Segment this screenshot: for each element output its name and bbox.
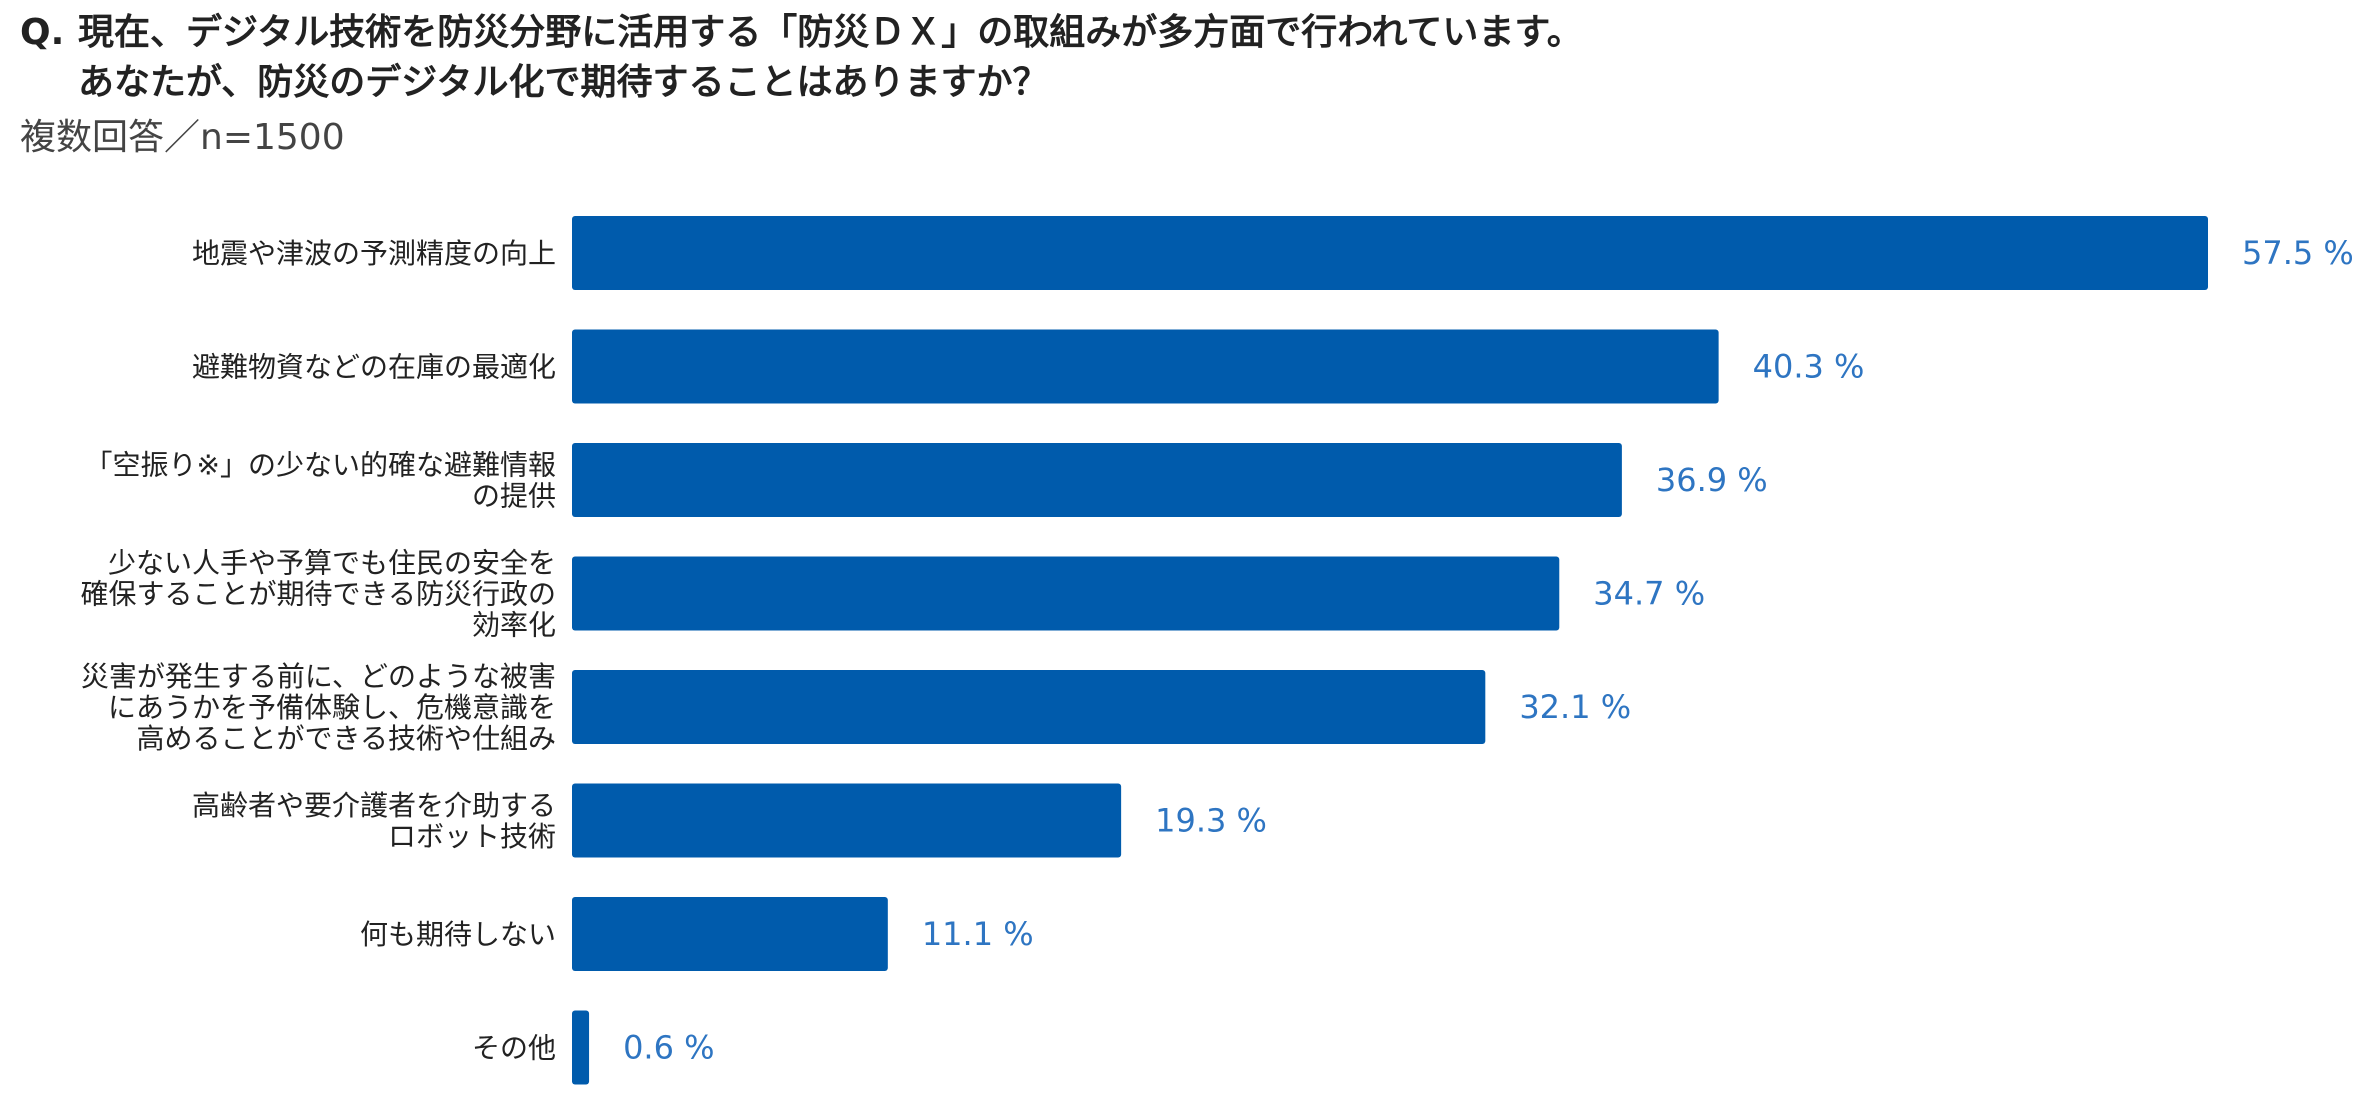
category-label: その他	[472, 1032, 556, 1065]
value-label: 57.5 %	[2242, 234, 2354, 272]
chart-subtitle: 複数回答／n=1500	[20, 117, 345, 158]
category-label: 避難物資などの在庫の最適化	[192, 351, 556, 384]
category-label-line: 地震や津波の予測精度の向上	[192, 237, 556, 270]
bar	[572, 1010, 590, 1085]
category-label-line: その他	[472, 1032, 556, 1065]
question: Q. 現在、デジタル技術を防災分野に活用する「防災ＤＸ」の取組みが多方面で行われて…	[20, 8, 1583, 108]
value-label: 11.1 %	[922, 915, 1034, 953]
category-label-line: 避難物資などの在庫の最適化	[192, 351, 556, 384]
category-label: 災害が発生する前に、どのような被害にあうかを予備体験し、危機意識を高めることがで…	[81, 660, 556, 755]
bar	[572, 329, 1719, 404]
category-label: 地震や津波の予測精度の向上	[192, 237, 556, 270]
category-label-line: 少ない人手や予算でも住民の安全を	[108, 547, 556, 580]
value-label: 34.7 %	[1593, 575, 1705, 613]
bar	[572, 216, 2208, 290]
category-label-line: 災害が発生する前に、どのような被害	[81, 660, 556, 693]
category-label-line: 効率化	[472, 609, 556, 642]
bar	[572, 443, 1622, 517]
category-label: 「空振り※」の少ない的確な避難情報の提供	[85, 449, 556, 513]
value-label: 36.9 %	[1656, 461, 1768, 499]
bar	[572, 670, 1486, 744]
value-label: 40.3 %	[1753, 348, 1865, 386]
category-label: 少ない人手や予算でも住民の安全を確保することが期待できる防災行政の効率化	[81, 547, 556, 642]
category-label-line: 「空振り※」の少ない的確な避難情報	[85, 449, 556, 482]
category-label-line: の提供	[472, 480, 556, 513]
question-line-1: Q. 現在、デジタル技術を防災分野に活用する「防災ＤＸ」の取組みが多方面で行われて…	[20, 8, 1583, 58]
value-label: 32.1 %	[1519, 688, 1631, 726]
category-label: 何も期待しない	[360, 918, 556, 951]
question-prefix: Q.	[20, 12, 65, 53]
bar	[572, 897, 888, 971]
category-label-line: 高齢者や要介護者を介助する	[192, 789, 556, 822]
question-text-1: 現在、デジタル技術を防災分野に活用する「防災ＤＸ」の取組みが多方面で行われていま…	[78, 12, 1583, 53]
category-label-line: 確保することが期待できる防災行政の	[81, 578, 556, 611]
category-label-line: ロボット技術	[388, 820, 556, 853]
category-label-line: にあうかを予備体験し、危機意識を	[108, 691, 556, 724]
category-label-line: 何も期待しない	[360, 918, 556, 951]
value-label: 19.3 %	[1155, 802, 1267, 840]
bar	[572, 556, 1560, 631]
value-label: 0.6 %	[623, 1029, 714, 1067]
bar	[572, 783, 1122, 858]
category-label: 高齢者や要介護者を介助するロボット技術	[192, 789, 556, 853]
category-label-line: 高めることができる技術や仕組み	[137, 722, 556, 755]
question-text-2: あなたが、防災のデジタル化で期待することはありますか？	[78, 62, 1049, 103]
